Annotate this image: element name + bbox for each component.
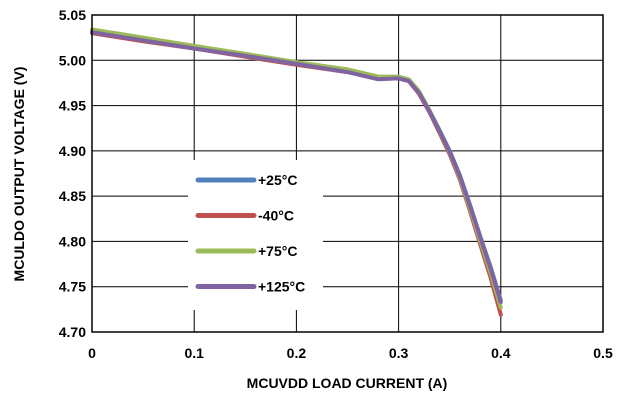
y-tick-labels: 4.70 4.75 4.80 4.85 4.90 4.95 5.00 5.05 (59, 7, 86, 340)
y-tick-label: 5.05 (59, 7, 86, 23)
y-tick-label: 4.80 (59, 233, 86, 249)
x-tick-label: 0 (88, 345, 96, 361)
y-tick-label: 4.70 (59, 324, 86, 340)
x-tick-label: 0.3 (389, 345, 409, 361)
y-tick-label: 4.90 (59, 143, 86, 159)
legend-label-2: +75°C (258, 243, 297, 259)
legend-label-3: +125°C (258, 279, 305, 295)
legend-label-0: +25°C (258, 172, 297, 188)
x-tick-label: 0.1 (184, 345, 204, 361)
x-tick-label: 0.2 (287, 345, 307, 361)
x-axis-title: MCUVDD LOAD CURRENT (A) (247, 375, 448, 391)
y-tick-label: 5.00 (59, 52, 86, 68)
y-tick-label: 4.95 (59, 98, 86, 114)
series-line-3 (90, 30, 503, 305)
y-tick-label: 4.75 (59, 279, 86, 295)
plot-border (91, 14, 604, 333)
plot-background (92, 15, 603, 332)
legend: +25°C -40°C +75°C +125°C (188, 160, 323, 310)
legend-label-1: -40°C (258, 208, 294, 224)
series-lines (90, 27, 503, 317)
x-tick-label: 0.5 (593, 345, 613, 361)
y-tick-label: 4.85 (59, 188, 86, 204)
y-axis-title: MCULDO OUTPUT VOLTAGE (V) (11, 67, 27, 282)
x-tick-labels: 0 0.1 0.2 0.3 0.4 0.5 (88, 345, 613, 361)
x-tick-label: 0.4 (491, 345, 511, 361)
